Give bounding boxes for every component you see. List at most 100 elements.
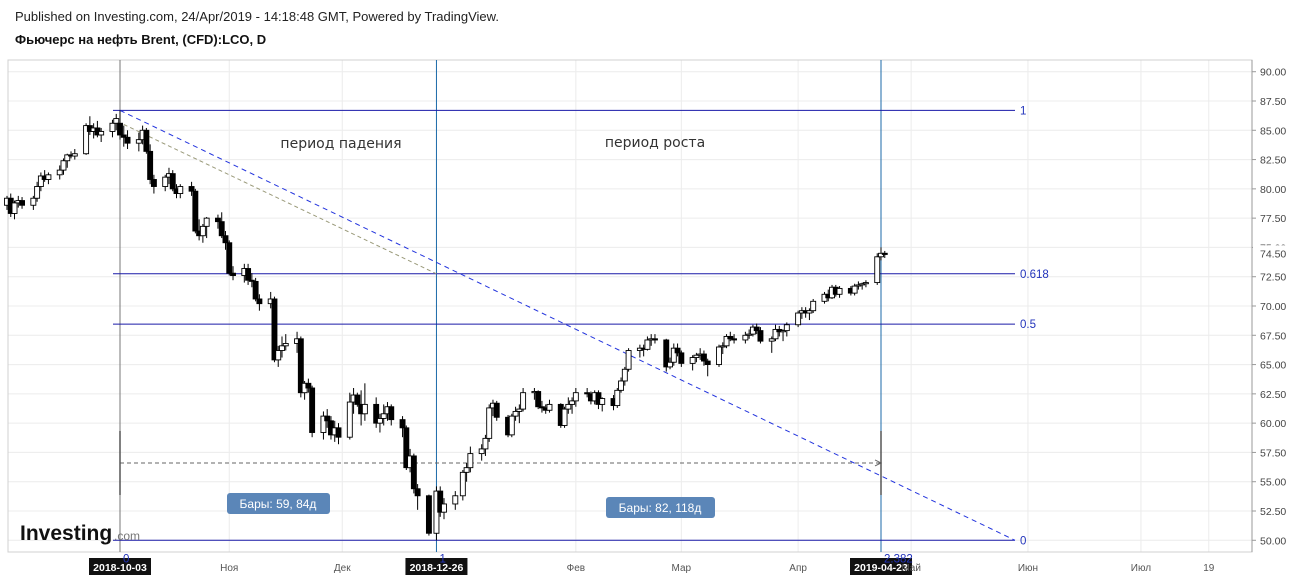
candle — [120, 125, 127, 147]
x-tick-label: 19 — [1203, 563, 1215, 574]
candle-body — [169, 173, 176, 190]
candle — [169, 170, 176, 192]
candle — [388, 404, 395, 426]
candle-body — [56, 169, 63, 176]
candle — [459, 470, 466, 501]
candle — [45, 172, 52, 185]
candle — [512, 406, 519, 421]
x-axis: 2018-10-03 Ноя Дек 2018-12-26 Фев Мар Апр 2019-… — [89, 558, 1215, 575]
candle — [346, 392, 353, 440]
candle-body — [388, 406, 395, 421]
candle — [425, 494, 432, 536]
x-tick-label: Апр — [789, 563, 807, 574]
candle-body — [851, 285, 858, 294]
candle — [719, 342, 726, 355]
candle-body — [45, 174, 52, 180]
fib-label: 0.618 — [1020, 269, 1049, 281]
candle — [482, 434, 489, 456]
candle — [147, 144, 154, 185]
candle — [810, 298, 817, 314]
y-tick-label: 82.50 — [1260, 155, 1286, 167]
candle-body — [693, 354, 700, 358]
candle — [704, 358, 711, 377]
candle-body — [644, 339, 651, 350]
bars-rise-label: Бары: 82, 118д — [619, 501, 702, 515]
candle-body — [810, 300, 817, 312]
candle — [693, 352, 700, 363]
candle — [361, 383, 368, 421]
candle-body — [230, 272, 236, 276]
fib-levels: 1 0.618 0.5 0 0 1 2.382 — [113, 105, 1049, 565]
trend-lines — [119, 109, 1016, 541]
date-badge-label: 2019-04-23 — [854, 562, 908, 574]
candle-body — [478, 448, 485, 455]
candle — [520, 388, 527, 412]
candle-body — [309, 387, 316, 433]
marker-label: 0 — [123, 553, 129, 565]
candle-body — [361, 403, 368, 415]
candle-body — [297, 338, 304, 394]
candle — [245, 263, 252, 285]
candle — [783, 322, 790, 337]
candle — [297, 336, 304, 398]
candle-body — [674, 347, 681, 354]
candle — [380, 404, 387, 426]
candle — [271, 296, 278, 363]
candle — [467, 446, 474, 473]
candle-body — [403, 427, 410, 469]
candle — [561, 406, 568, 428]
candle-body — [723, 336, 730, 347]
candle — [414, 484, 421, 510]
candle-body — [599, 398, 606, 405]
candle — [403, 425, 410, 470]
candle — [60, 158, 67, 175]
candle — [11, 200, 18, 220]
marker-label: 2.382 — [884, 553, 913, 565]
candle-body — [324, 415, 331, 422]
candle-body — [768, 338, 775, 342]
candle — [320, 411, 327, 440]
candle — [565, 397, 572, 414]
candle-body — [459, 471, 466, 497]
candle — [226, 240, 233, 276]
x-tick-label: Мар — [672, 563, 692, 574]
candle — [279, 336, 285, 358]
gray-dashed-line — [123, 123, 437, 275]
candle — [851, 283, 858, 296]
candle — [373, 397, 380, 428]
instrument-title: Фьючерс на нефть Brent, (CFD):LCO, D — [15, 32, 267, 47]
candle — [252, 277, 259, 302]
logo-suffix: .com — [114, 529, 140, 543]
date-badge — [850, 558, 912, 575]
candle — [636, 344, 643, 358]
candle — [878, 247, 884, 261]
candle-body — [512, 410, 519, 417]
candle-body — [565, 403, 572, 410]
candle-body — [772, 328, 779, 340]
x-tick-label: Фев — [567, 563, 585, 574]
candle-body — [71, 153, 78, 157]
candle — [56, 165, 63, 180]
candle-body — [271, 298, 278, 361]
candle — [753, 323, 760, 335]
candle-body — [245, 268, 252, 281]
candle — [584, 388, 591, 398]
candle-body — [19, 200, 25, 206]
date-badge-label: 2018-10-03 — [93, 562, 147, 574]
candle-body — [226, 242, 233, 274]
candle-body — [486, 407, 493, 439]
candle-body — [652, 338, 658, 341]
trend-dashed-line — [119, 109, 1016, 541]
candle-body — [222, 235, 229, 244]
candle-body — [113, 118, 120, 124]
candle-body — [689, 357, 696, 364]
grid — [8, 60, 1252, 552]
candle-body — [757, 330, 764, 342]
candle — [644, 336, 651, 351]
candle-body — [117, 122, 123, 136]
candle-body — [584, 392, 591, 395]
candle-body — [516, 408, 523, 412]
candle-body — [373, 403, 380, 424]
candle — [516, 404, 523, 424]
